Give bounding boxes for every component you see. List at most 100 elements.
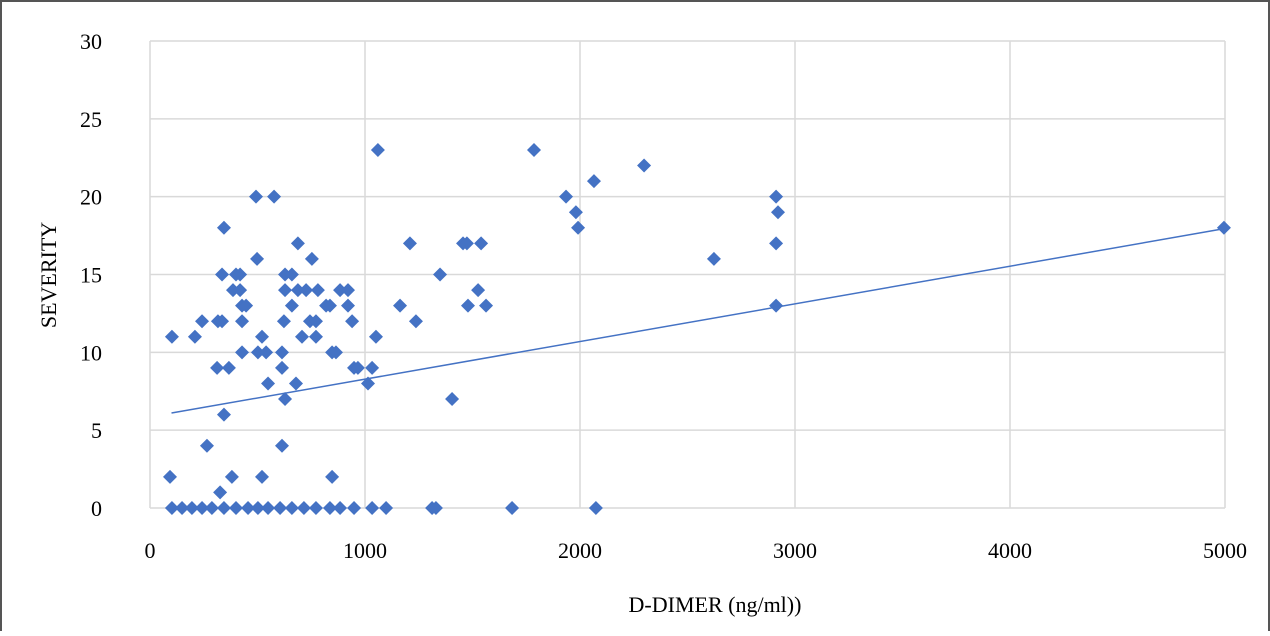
point: [275, 360, 290, 375]
point: [308, 501, 323, 515]
point: [402, 236, 417, 251]
point: [233, 283, 248, 298]
point: [224, 469, 239, 484]
point: [296, 501, 311, 515]
x-tick-label: 0: [145, 538, 156, 563]
point: [771, 205, 786, 220]
point: [259, 345, 274, 360]
point: [278, 392, 293, 407]
point: [365, 360, 380, 375]
point: [290, 236, 305, 251]
y-tick-label: 0: [91, 496, 102, 521]
point: [284, 298, 299, 313]
point: [333, 501, 348, 515]
point: [368, 329, 383, 344]
point: [215, 314, 230, 329]
point: [299, 283, 314, 298]
point: [199, 438, 214, 453]
point: [215, 267, 230, 282]
point: [187, 329, 202, 344]
point: [322, 298, 337, 313]
point: [216, 220, 231, 235]
point: [310, 283, 325, 298]
point: [526, 142, 541, 157]
point: [474, 236, 489, 251]
point: [365, 501, 380, 515]
point: [706, 251, 721, 266]
point: [322, 501, 337, 515]
point: [235, 314, 250, 329]
point: [267, 189, 282, 204]
point: [239, 298, 254, 313]
x-tick-label: 2000: [558, 538, 602, 563]
trendline: [171, 227, 1230, 414]
x-tick-label: 1000: [343, 538, 387, 563]
y-axis-title: SEVERITY: [36, 222, 61, 328]
point: [250, 251, 265, 266]
point: [769, 236, 784, 251]
point: [233, 267, 248, 282]
y-tick-label: 25: [80, 107, 102, 132]
point: [261, 376, 276, 391]
point: [304, 251, 319, 266]
point: [445, 392, 460, 407]
point: [250, 501, 265, 515]
point: [345, 314, 360, 329]
point: [408, 314, 423, 329]
point: [255, 329, 270, 344]
y-tick-label: 15: [80, 263, 102, 288]
point: [175, 501, 190, 515]
point: [586, 174, 601, 189]
point: [333, 283, 348, 298]
point: [273, 501, 288, 515]
point: [295, 329, 310, 344]
point: [379, 501, 394, 515]
point: [433, 267, 448, 282]
point: [225, 283, 240, 298]
point: [428, 501, 443, 515]
point: [341, 298, 356, 313]
point: [459, 236, 474, 251]
point: [769, 189, 784, 204]
point: [284, 501, 299, 515]
x-axis-title: D-DIMER (ng/ml)): [629, 592, 802, 617]
point: [290, 283, 305, 298]
point: [255, 469, 270, 484]
point: [370, 142, 385, 157]
point: [250, 345, 265, 360]
point: [350, 360, 365, 375]
point: [505, 501, 520, 515]
point: [204, 501, 219, 515]
y-tick-label: 30: [80, 29, 102, 54]
point: [393, 298, 408, 313]
point: [213, 485, 228, 500]
point: [769, 298, 784, 313]
point: [210, 360, 225, 375]
y-tick-label: 20: [80, 185, 102, 210]
point: [1216, 220, 1231, 235]
point: [164, 329, 179, 344]
point: [471, 283, 486, 298]
point: [559, 189, 574, 204]
point: [261, 501, 276, 515]
point: [221, 360, 236, 375]
point: [275, 438, 290, 453]
point: [229, 501, 243, 515]
point: [588, 501, 603, 515]
point: [568, 205, 583, 220]
point: [479, 298, 494, 313]
point: [284, 267, 299, 282]
x-tick-label: 4000: [988, 538, 1032, 563]
point: [278, 283, 293, 298]
point: [308, 314, 323, 329]
point: [325, 469, 340, 484]
point: [241, 501, 256, 515]
y-tick-label: 10: [80, 340, 102, 365]
point: [637, 158, 652, 173]
point: [288, 376, 303, 391]
point: [347, 501, 362, 515]
point: [308, 329, 323, 344]
